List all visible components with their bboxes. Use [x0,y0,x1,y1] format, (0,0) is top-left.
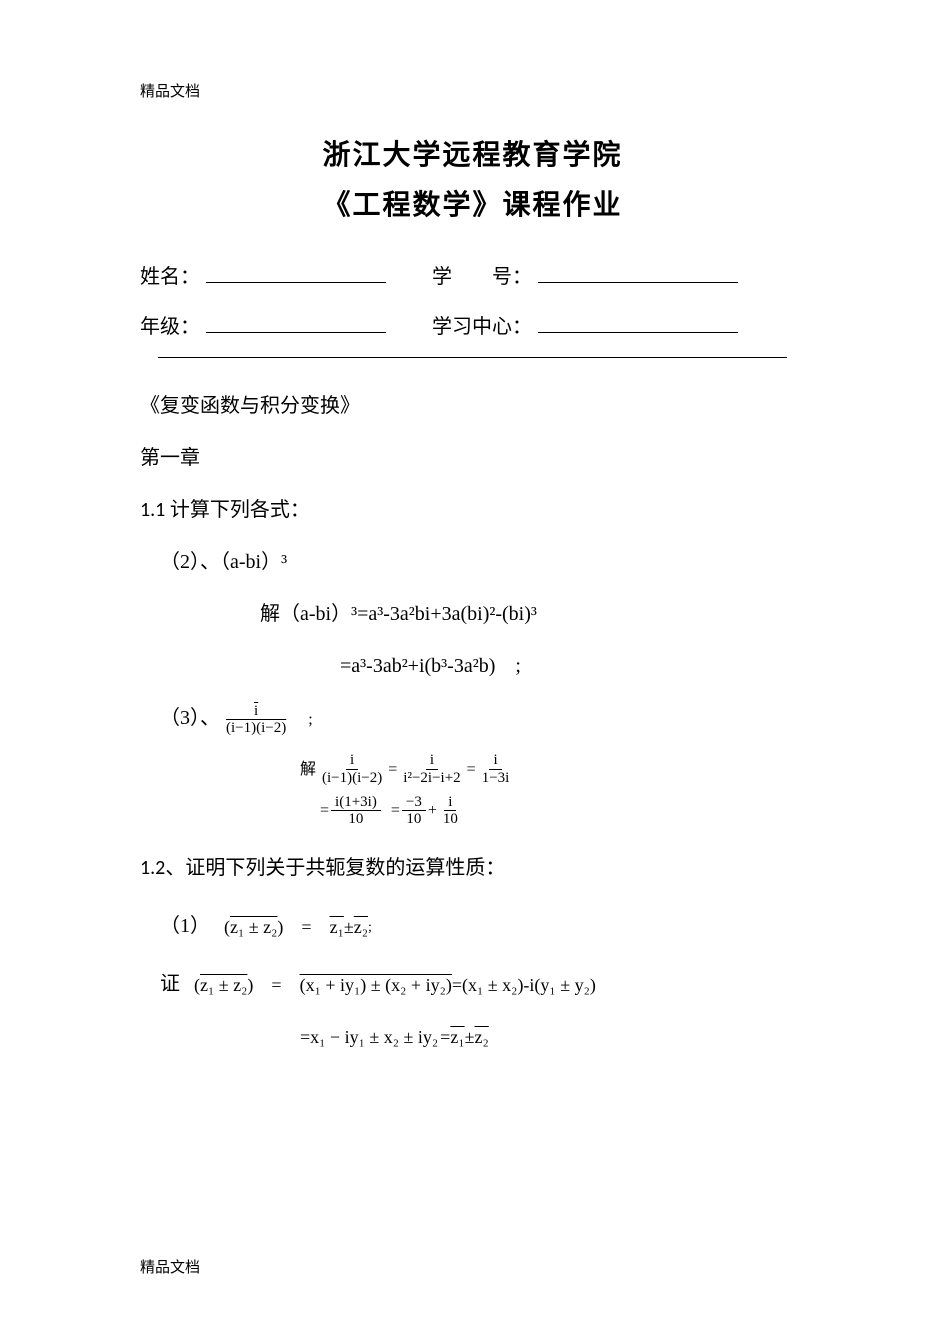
close-i: )-i( [517,966,540,1006]
problem-1-1-2-sol: 解（a-bi）³=a³-3a²bi+3a(bi)²-(bi)³ [140,590,805,638]
problem-1-1-3-sol-2: = i(1+3i) 10 = −3 10 + i 10 [140,793,805,828]
eq2: = [452,966,462,1006]
header-tag: 精品文档 [140,80,805,101]
divider [158,357,787,358]
eq: = [253,966,299,1006]
p12-1-rhs2: z₂ [354,908,368,948]
eq: = [283,908,329,948]
problem-1-1-3: （3）、 i (i−1)(i−2) ; [140,694,805,746]
info-row-1: 姓名： 学 号： [140,257,805,297]
eq: = [467,752,476,787]
eq2: = [440,1018,450,1058]
name-blank[interactable] [206,259,386,283]
center-blank[interactable] [538,309,738,333]
p-1-1-3-frac: i (i−1)(i−2) [222,703,290,737]
pf-mid: (x₁ + iy₁) ± (x₂ + iy₂) [300,966,452,1006]
close: ) [590,966,596,1006]
grade-label: 年级： [140,307,200,347]
f1-den: (i−1)(i−2) [318,770,386,787]
f6-num: i [444,794,456,812]
title-block: 浙江大学远程教育学院 《工程数学》课程作业 [140,131,805,232]
problem-1-1-2: （2）、（a-bi）³ [140,538,805,586]
frac-6: i 10 [439,794,462,828]
frac-1: i (i−1)(i−2) [318,752,386,786]
pf-y: y₁ ± y₂ [540,966,589,1006]
frac-num: i [250,703,262,721]
center-label: 学习中心： [432,307,532,347]
f6-den: 10 [439,811,462,828]
f5-den: 10 [402,811,425,828]
id-blank[interactable] [538,259,738,283]
problem-1-2-1: （1） (z₁ ± z₂) = z₁ ± z₂ ; [140,902,805,954]
problem-1-2: 1.2、证明下列关于共轭复数的运算性质： [140,844,805,892]
plus: + [428,793,437,828]
body: x₁ − iy₁ ± x₂ ± iy₂ [310,1018,438,1058]
pf-lhs: (z₁ ± z₂) [194,966,253,1006]
problem-1-1: 1.1 计算下列各式： [140,486,805,534]
f3-num: i [489,752,501,770]
p-1-1-3-label: （3）、 [160,694,220,742]
eq: = [391,793,400,828]
eq: = [300,1018,310,1058]
frac-4: i(1+3i) 10 [331,794,381,828]
frac-3: i 1−3i [478,752,514,786]
grade-blank[interactable] [206,309,386,333]
problem-1-2-proof-2: = x₁ − iy₁ ± x₂ ± iy₂ = z₁ ± z₂ [140,1018,805,1058]
frac-den: (i−1)(i−2) [222,720,290,737]
z1: z₁ [450,1018,464,1058]
sol-label: 解 [300,752,316,787]
problem-1-1-2-sol-2: =a³-3ab²+i(b³-3a²b) ; [140,642,805,690]
f2-den: i²−2i−i+2 [399,770,464,787]
proof-label: 证 [160,960,180,1008]
pm: ± [344,908,354,948]
id-label: 学 号： [432,257,532,297]
title-line-2: 《工程数学》课程作业 [140,181,805,231]
p12-1-label: （1） [160,902,210,950]
p12-1-lhs: (z₁ ± z₂) [224,908,283,948]
pm: ± [465,1018,475,1058]
info-row-2: 年级： 学习中心： [140,307,805,347]
z2: z₂ [474,1018,488,1058]
f3-den: 1−3i [478,770,514,787]
eq: = [388,752,397,787]
semicolon: ; [292,702,312,737]
p12-1-rhs1: z₁ [330,908,344,948]
f4-den: 10 [344,811,367,828]
semicolon: ; [368,913,372,944]
f2-num: i [426,752,438,770]
chapter-title: 第一章 [140,434,805,482]
eq: = [320,793,329,828]
f1-num: i [346,752,358,770]
book-title: 《复变函数与积分变换》 [140,382,805,430]
problem-1-1-3-sol-1: 解 i (i−1)(i−2) = i i²−2i−i+2 = i 1−3i [140,752,805,787]
pf-x: x₁ ± x₂ [468,966,517,1006]
footer-tag: 精品文档 [140,1256,200,1277]
frac-2: i i²−2i−i+2 [399,752,464,786]
ov: z₁ ± z₂ [230,917,277,937]
problem-1-2-proof-1: 证 (z₁ ± z₂) = (x₁ + iy₁) ± (x₂ + iy₂) = … [140,960,805,1012]
frac-5: −3 10 [402,794,426,828]
f4-num: i(1+3i) [331,794,381,812]
name-label: 姓名： [140,257,200,297]
title-line-1: 浙江大学远程教育学院 [140,131,805,181]
f5-num: −3 [402,794,426,812]
ov: z₁ ± z₂ [200,975,247,995]
